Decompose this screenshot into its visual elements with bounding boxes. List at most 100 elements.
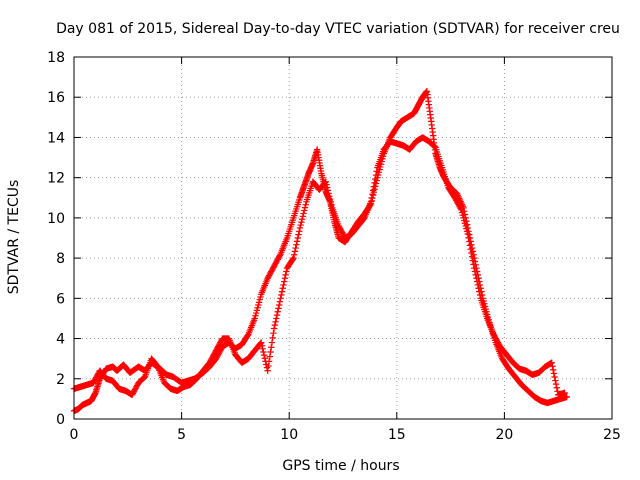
data-point-series-1 [563,393,571,401]
data-point-series-2 [296,228,303,235]
data-point-series-2 [548,359,555,366]
data-point-series-2 [301,207,308,214]
data-point-series-2 [299,213,307,220]
data-point-series-2 [552,380,560,388]
data-point-series-2 [258,339,265,346]
data-point-series-2 [296,224,304,232]
data-point-series-2 [322,178,329,185]
x-tick-label: 10 [280,427,298,443]
data-point-series-2 [473,275,480,282]
data-point-series-2 [372,175,379,183]
data-point-series-2 [464,230,472,238]
data-point-series-2 [275,305,282,312]
data-point-series-2 [370,183,378,190]
data-point-series-2 [372,172,380,179]
data-point-series-2 [298,218,305,226]
data-point-series-2 [275,301,283,309]
data-point-series-2 [270,329,277,337]
data-point-series-2 [470,261,477,268]
data-point-series-2 [291,248,299,255]
data-point-series-2 [326,193,333,200]
data-point-series-2 [265,362,272,370]
data-point-series-2 [289,256,296,263]
data-point-series-2 [550,370,558,377]
y-tick-label: 2 [56,372,65,388]
data-point-series-2 [293,238,301,245]
data-point-series-2 [465,234,472,241]
x-tick-label: 5 [177,427,186,443]
data-point-series-2 [283,268,290,275]
data-point-series-2 [294,234,302,242]
data-point-series-2 [274,308,281,315]
x-tick-label: 0 [70,427,79,443]
data-point-series-2 [472,271,479,279]
data-point-series-2 [476,291,484,299]
data-point-series-2 [259,345,266,353]
data-point-series-2 [280,281,287,289]
data-point-series-2 [260,351,268,359]
data-point-series-2 [324,184,331,191]
data-point-series-2 [265,358,273,365]
data-point-series-2 [325,190,332,197]
data-point-series-2 [324,187,332,194]
data-point-series-2 [474,281,482,289]
data-point-series-2 [552,377,559,384]
data-point-series-2 [302,201,309,208]
plot-frame [73,56,613,420]
x-tick-label: 25 [603,427,621,443]
data-point-series-2 [271,321,279,329]
data-point-series-2 [293,241,300,248]
data-point-series-2 [273,315,280,322]
data-point-series-2 [327,198,335,206]
data-point-series-2 [301,204,309,211]
data-point-series-2 [466,238,473,245]
data-point-series-2 [261,355,269,362]
data-point-series-2 [291,251,298,258]
axis-ticks: 0 5 10 15 20 25 0 2 4 6 8 10 12 14 16 18 [47,50,621,443]
chart-title: Day 081 of 2015, Sidereal Day-to-day VTE… [56,21,620,37]
y-axis-label: SDTVAR / TECUs [6,180,22,295]
data-point-series-2 [278,291,285,299]
data-point-series-2 [268,344,275,351]
data-point-series-2 [473,278,481,285]
data-points [70,87,571,415]
data-point-series-2 [467,245,474,253]
data-point-series-2 [258,342,266,349]
data-point-series-2 [323,181,330,188]
data-point-series-2 [561,389,568,397]
data-point-series-2 [273,311,281,319]
data-point-series-2 [553,384,560,391]
data-point-series-2 [270,325,278,332]
data-point-series-2 [468,249,475,257]
data-point-series-2 [297,221,304,229]
data-point-series-2 [268,339,276,346]
data-point-series-2 [276,298,284,305]
data-point-series-2 [475,285,482,292]
y-tick-label: 8 [56,251,65,267]
data-point-series-2 [549,366,557,374]
y-tick-label: 16 [47,90,65,106]
data-point-series-2 [300,210,307,217]
data-point-series-2 [292,244,299,252]
y-tick-label: 12 [47,171,65,187]
data-point-series-2 [369,191,376,198]
data-point-series-2 [140,374,147,382]
data-point-series-2 [457,205,464,212]
data-point-series-2 [476,288,483,295]
data-point-series-2 [430,142,438,150]
x-axis-label: GPS time / hours [282,458,399,474]
data-point-series-2 [468,253,476,260]
y-tick-label: 10 [47,211,65,227]
data-point-series-2 [368,194,375,202]
data-point-series-2 [369,187,377,194]
data-point-series-2 [373,168,380,175]
y-tick-label: 14 [47,130,65,146]
data-point-series-2 [269,334,276,342]
data-point-series-1 [244,332,251,339]
data-point-series-2 [272,318,279,325]
data-point-series-2 [279,285,286,292]
y-tick-label: 18 [47,50,65,66]
data-point-series-2 [471,268,479,275]
